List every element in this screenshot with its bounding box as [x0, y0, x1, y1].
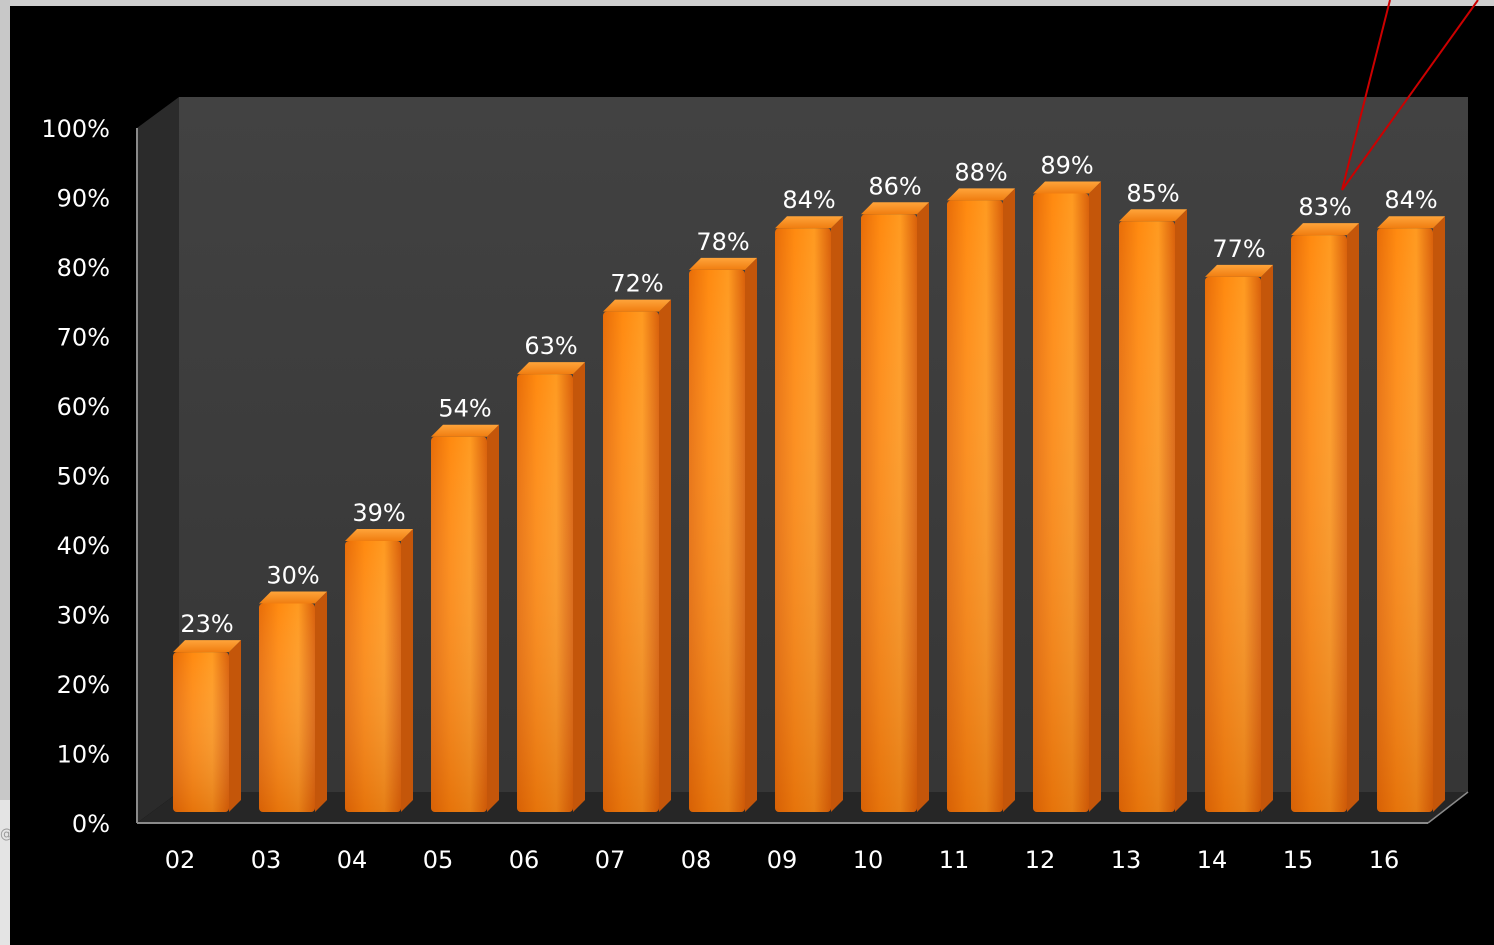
bar-shade — [603, 311, 659, 812]
bar-top — [861, 202, 929, 215]
data-label: 78% — [696, 228, 749, 256]
data-label: 86% — [868, 172, 921, 200]
bar-shade — [173, 652, 229, 812]
top-window-strip — [0, 0, 1494, 6]
bar-shade — [259, 603, 315, 812]
data-label: 83% — [1298, 193, 1351, 221]
data-label: 23% — [180, 610, 233, 638]
x-tick-label: 16 — [1369, 846, 1400, 874]
y-tick-label: 90% — [57, 185, 110, 213]
data-label: 84% — [1384, 186, 1437, 214]
y-tick-label: 0% — [72, 810, 110, 838]
bar-top — [1291, 223, 1359, 236]
bar-top — [1119, 209, 1187, 222]
callout-line-left — [1341, 0, 1391, 191]
bar-shade — [345, 540, 401, 812]
x-tick-label: 12 — [1025, 846, 1056, 874]
x-tick-label: 11 — [939, 846, 970, 874]
bar-side — [401, 528, 413, 812]
x-tick-label: 06 — [509, 846, 540, 874]
bar-side — [659, 299, 671, 813]
x-tick-label: 15 — [1283, 846, 1314, 874]
x-tick-label: 05 — [423, 846, 454, 874]
bar-shade — [431, 436, 487, 812]
plot-side-wall — [137, 97, 179, 823]
bar-shade — [1291, 235, 1347, 812]
x-tick-label: 03 — [251, 846, 282, 874]
edge-glyph: @ — [0, 826, 10, 844]
bar-side — [1347, 223, 1359, 812]
y-tick-label: 50% — [57, 463, 110, 491]
x-tick-label: 02 — [165, 846, 196, 874]
callout-line-right — [1341, 0, 1479, 191]
bar-side — [1433, 216, 1445, 812]
x-tick-label: 13 — [1111, 846, 1142, 874]
bar-shade — [689, 269, 745, 812]
data-label: 72% — [610, 270, 663, 298]
y-tick-label: 40% — [57, 532, 110, 560]
left-window-strip-lower — [0, 800, 10, 945]
bar-top — [259, 591, 327, 604]
x-tick-label: 14 — [1197, 846, 1228, 874]
x-tick-label: 07 — [595, 846, 626, 874]
bar-side — [745, 257, 757, 812]
bar-top — [689, 257, 757, 270]
x-tick-label: 10 — [853, 846, 884, 874]
y-tick-label: 70% — [57, 324, 110, 352]
bar-side — [1003, 188, 1015, 812]
bar-side — [1089, 181, 1101, 812]
bar-side — [1261, 264, 1273, 813]
data-label: 54% — [438, 395, 491, 423]
bar-side — [315, 591, 327, 812]
y-tick-label: 60% — [57, 393, 110, 421]
x-tick-label: 09 — [767, 846, 798, 874]
x-tick-label: 08 — [681, 846, 712, 874]
x-tick-label: 04 — [337, 846, 368, 874]
bar-shade — [1033, 193, 1089, 812]
bar-top — [517, 362, 585, 375]
y-tick-label: 80% — [57, 254, 110, 282]
bar-top — [1033, 181, 1101, 194]
bar-top — [775, 216, 843, 229]
bar-top — [603, 299, 671, 312]
bar-top — [947, 188, 1015, 201]
data-label: 77% — [1212, 235, 1265, 263]
bar-shade — [1205, 276, 1261, 813]
bar-shade — [947, 200, 1003, 812]
data-label: 63% — [524, 332, 577, 360]
bar-side — [831, 216, 843, 812]
bar-side — [1175, 209, 1187, 812]
y-tick-label: 10% — [57, 741, 110, 769]
bar-top — [345, 528, 413, 541]
bar-shade — [775, 228, 831, 812]
bar-top — [431, 424, 499, 437]
y-tick-label: 100% — [41, 115, 110, 143]
data-label: 89% — [1040, 151, 1093, 179]
data-label: 88% — [954, 158, 1007, 186]
left-window-strip — [0, 0, 10, 945]
y-tick-label: 30% — [57, 602, 110, 630]
data-label: 39% — [352, 499, 405, 527]
bar-top — [1205, 264, 1273, 277]
bar-top — [173, 640, 241, 653]
data-label: 85% — [1126, 179, 1179, 207]
floor-edge-line — [1427, 791, 1469, 824]
bar-side — [917, 202, 929, 813]
bar-side — [487, 424, 499, 812]
bar-side — [229, 640, 241, 812]
bar-shade — [1377, 228, 1433, 812]
bar-top — [1377, 216, 1445, 229]
data-label: 84% — [782, 186, 835, 214]
data-label: 30% — [266, 562, 319, 590]
y-tick-label: 20% — [57, 671, 110, 699]
bar-shade — [517, 374, 573, 812]
bar-side — [573, 362, 585, 812]
bar-shade — [861, 214, 917, 813]
bar-shade — [1119, 221, 1175, 812]
